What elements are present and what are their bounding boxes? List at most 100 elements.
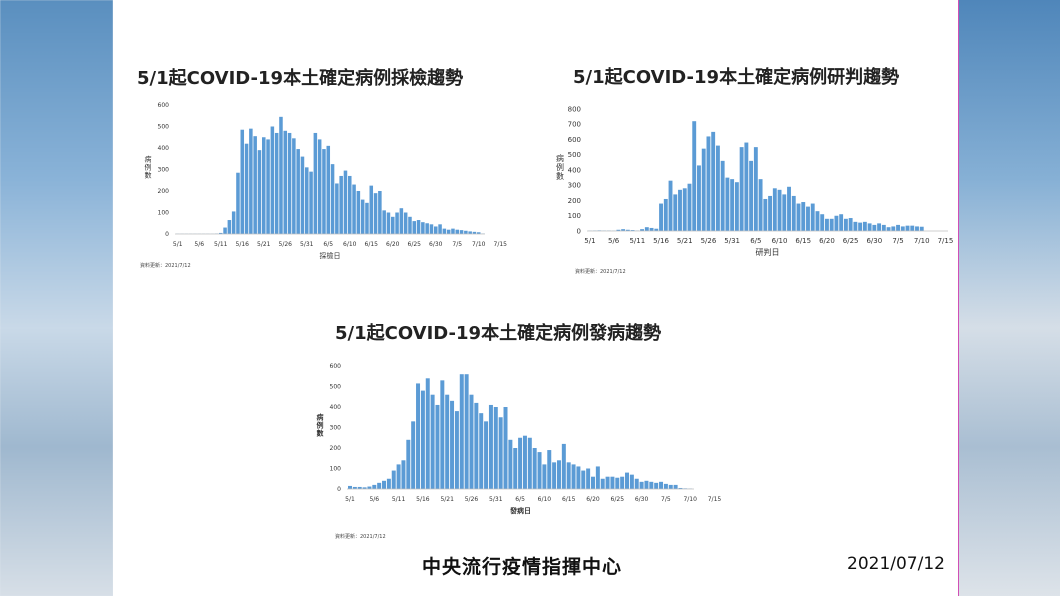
x-tick-label: 6/25 bbox=[611, 496, 625, 503]
chart-2: 0 100 200 300 400 500 600 700 800 5/1 5/6 5/11 5/16 5… bbox=[556, 105, 953, 257]
bar bbox=[615, 477, 620, 489]
bar bbox=[360, 199, 365, 234]
bar bbox=[446, 229, 451, 234]
x-tick-label: 6/10 bbox=[538, 496, 552, 503]
bar bbox=[479, 413, 484, 489]
bar bbox=[421, 222, 425, 234]
y-tick-label: 0 bbox=[337, 486, 341, 493]
bar bbox=[829, 218, 834, 231]
bar bbox=[625, 472, 630, 489]
bar bbox=[872, 224, 877, 231]
bar bbox=[749, 160, 754, 231]
bar bbox=[305, 167, 309, 234]
y-tick-label: 600 bbox=[330, 363, 342, 370]
bar bbox=[663, 198, 668, 231]
chart-1-title: 5/1起COVID-19本土確定病例採檢趨勢 bbox=[137, 68, 464, 89]
bar bbox=[434, 226, 438, 234]
bar bbox=[639, 481, 644, 489]
y-axis-title-char: 例 bbox=[556, 162, 564, 172]
y-tick-label: 600 bbox=[158, 102, 170, 109]
bar bbox=[377, 482, 382, 489]
bar bbox=[391, 470, 396, 489]
bar bbox=[513, 448, 518, 489]
bar bbox=[763, 198, 768, 231]
bar bbox=[634, 478, 639, 489]
bar bbox=[896, 224, 900, 231]
bar bbox=[408, 216, 412, 234]
bar bbox=[300, 156, 305, 234]
bar bbox=[425, 378, 430, 489]
bar bbox=[352, 486, 357, 489]
x-tick-label: 7/15 bbox=[708, 496, 722, 503]
bar bbox=[326, 145, 331, 234]
bar bbox=[758, 179, 763, 231]
bar bbox=[391, 216, 395, 234]
x-tick-label: 6/5 bbox=[323, 241, 333, 248]
bar bbox=[862, 221, 867, 231]
x-tick-label: 7/10 bbox=[914, 237, 930, 245]
y-axis-title-char: 病 bbox=[556, 153, 564, 163]
bar bbox=[357, 486, 362, 489]
y-tick-label: 600 bbox=[568, 136, 581, 144]
bar bbox=[266, 139, 270, 234]
bar bbox=[249, 128, 253, 234]
x-tick-label: 6/5 bbox=[515, 496, 525, 503]
bar bbox=[687, 183, 692, 231]
bar bbox=[640, 229, 645, 231]
bar bbox=[396, 464, 401, 489]
y-tick-label: 100 bbox=[158, 210, 170, 217]
bar bbox=[330, 164, 335, 235]
bar bbox=[620, 476, 625, 489]
bar bbox=[768, 195, 773, 231]
bar bbox=[625, 229, 630, 231]
bar bbox=[522, 435, 527, 489]
y-tick-label: 500 bbox=[158, 124, 170, 131]
y-axis-title-char: 數 bbox=[556, 171, 564, 181]
x-tick-label: 5/6 bbox=[194, 241, 204, 248]
x-tick-label: 5/16 bbox=[653, 237, 669, 245]
bar bbox=[782, 194, 787, 231]
bar bbox=[274, 132, 279, 234]
bar bbox=[412, 221, 417, 234]
y-tick-label: 700 bbox=[568, 121, 581, 129]
bar bbox=[605, 476, 610, 489]
x-tick-label: 5/21 bbox=[677, 237, 693, 245]
bar bbox=[630, 230, 635, 231]
y-axis-title-char: 數 bbox=[145, 171, 152, 180]
bar bbox=[356, 191, 361, 234]
bar bbox=[853, 221, 858, 231]
bar bbox=[401, 460, 406, 489]
bar bbox=[244, 143, 249, 234]
bar bbox=[739, 147, 744, 232]
bar bbox=[801, 202, 806, 231]
bar bbox=[527, 437, 532, 489]
bar bbox=[791, 195, 796, 231]
bar bbox=[219, 232, 223, 234]
x-tick-label: 6/10 bbox=[772, 237, 788, 245]
y-tick-label: 200 bbox=[568, 197, 581, 205]
bar bbox=[367, 486, 372, 489]
y-tick-label: 400 bbox=[330, 404, 342, 411]
x-tick-label: 6/15 bbox=[562, 496, 576, 503]
bar bbox=[881, 224, 886, 231]
bar bbox=[442, 228, 447, 235]
bar bbox=[753, 147, 758, 232]
chart-2-source: 資料更新：2021/7/12 bbox=[575, 269, 626, 275]
background-right bbox=[958, 0, 1060, 596]
x-tick-label: 6/20 bbox=[586, 496, 600, 503]
y-tick-label: 200 bbox=[330, 445, 342, 452]
bar bbox=[678, 189, 682, 231]
bar bbox=[772, 188, 777, 231]
bar bbox=[411, 421, 416, 489]
bar bbox=[416, 220, 421, 234]
bar bbox=[654, 228, 659, 231]
bar bbox=[378, 191, 382, 234]
bar bbox=[296, 149, 300, 234]
bar bbox=[503, 407, 508, 489]
bar bbox=[348, 175, 352, 234]
footer-organization: 中央流行疫情指揮中心 bbox=[422, 556, 623, 578]
x-tick-label: 6/30 bbox=[635, 496, 649, 503]
bar bbox=[720, 160, 725, 231]
bar bbox=[420, 390, 425, 489]
chart-3-title: 5/1起COVID-19本土確定病例發病趨勢 bbox=[335, 323, 662, 344]
